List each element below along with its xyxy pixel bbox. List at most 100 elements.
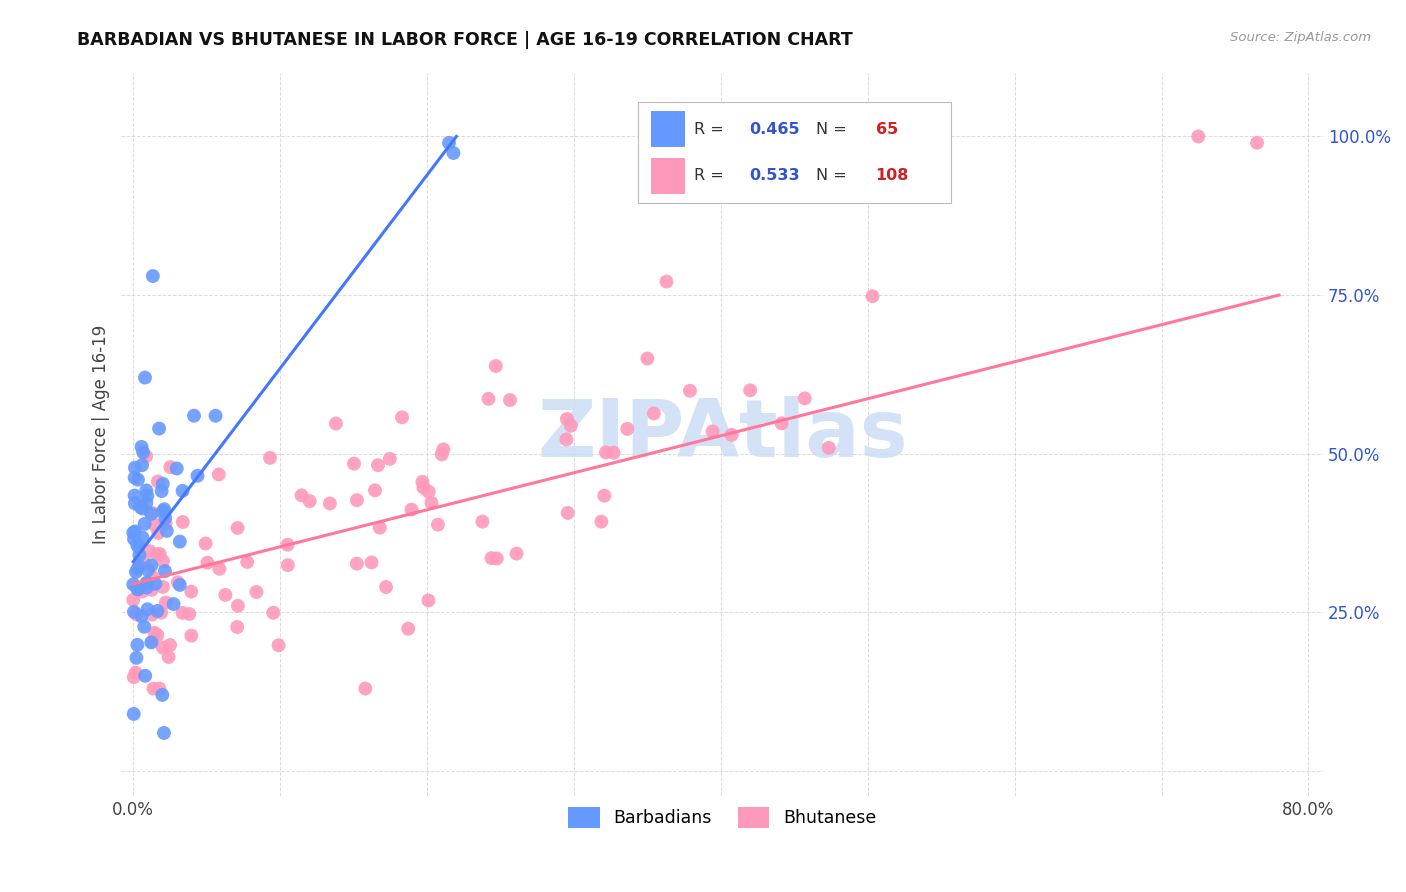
Point [148,681,170,696]
Point [156,524,179,538]
Point [740,384,762,398]
Point [134,620,156,634]
Point [124,496,146,510]
Point [643,407,665,421]
Point [135,496,157,510]
Point [143,518,166,533]
Point [125,607,148,622]
Point [131,531,153,545]
Point [131,458,153,473]
Point [214,588,236,602]
Point [155,516,177,531]
Point [555,433,578,447]
Point [277,558,299,573]
Point [159,460,181,475]
Point [236,555,259,569]
Point [135,576,157,591]
Point [204,409,226,423]
Point [135,483,157,498]
Point [169,534,191,549]
Point [134,580,156,594]
Point [477,392,499,406]
Point [145,577,167,591]
Point [197,556,219,570]
Point [129,500,152,514]
Point [136,602,159,616]
Point [124,524,146,539]
Point [505,547,527,561]
Point [122,532,145,546]
Point [412,481,434,495]
Point [122,706,145,721]
Point [132,445,155,459]
Point [146,547,169,561]
Point [368,521,391,535]
Point [172,483,194,498]
Point [153,564,176,578]
Point [262,606,284,620]
Point [208,562,231,576]
Point [208,467,231,482]
Point [128,582,150,596]
Point [172,515,194,529]
Point [122,670,145,684]
Point [127,538,149,552]
Point [162,597,184,611]
Point [146,604,169,618]
Point [172,606,194,620]
Point [136,563,159,577]
Point [146,628,169,642]
Point [770,417,793,431]
Point [298,494,321,508]
Point [127,540,149,554]
Point [679,384,702,398]
Legend: Barbadians, Bhutanese: Barbadians, Bhutanese [561,800,883,835]
Point [432,442,454,457]
Point [131,609,153,624]
Point [169,578,191,592]
Point [148,526,170,541]
Point [602,445,624,459]
Point [131,440,153,454]
Point [862,289,884,303]
Point [411,475,433,489]
Point [226,620,249,634]
Point [149,547,172,561]
Point [143,625,166,640]
Point [180,629,202,643]
Point [793,392,815,406]
Point [138,544,160,558]
Point [142,268,165,283]
Point [471,515,494,529]
Point [396,622,419,636]
Point [122,592,145,607]
Point [157,650,180,665]
Point [183,409,205,423]
Point [131,584,153,599]
Point [131,501,153,516]
Point [136,581,159,595]
Text: Source: ZipAtlas.com: Source: ZipAtlas.com [1230,31,1371,45]
Point [378,451,401,466]
Point [136,489,159,503]
Point [155,595,177,609]
Point [134,370,156,384]
Point [141,570,163,584]
Point [560,418,582,433]
Point [481,551,503,566]
Point [1246,136,1268,150]
Point [817,441,839,455]
Point [593,489,616,503]
Point [125,565,148,579]
Point [430,447,453,461]
Point [152,504,174,518]
Point [616,422,638,436]
Point [346,557,368,571]
Point [136,575,159,590]
Point [426,517,449,532]
Point [152,476,174,491]
Point [153,726,176,740]
Point [152,554,174,568]
Point [226,521,249,535]
Point [391,410,413,425]
